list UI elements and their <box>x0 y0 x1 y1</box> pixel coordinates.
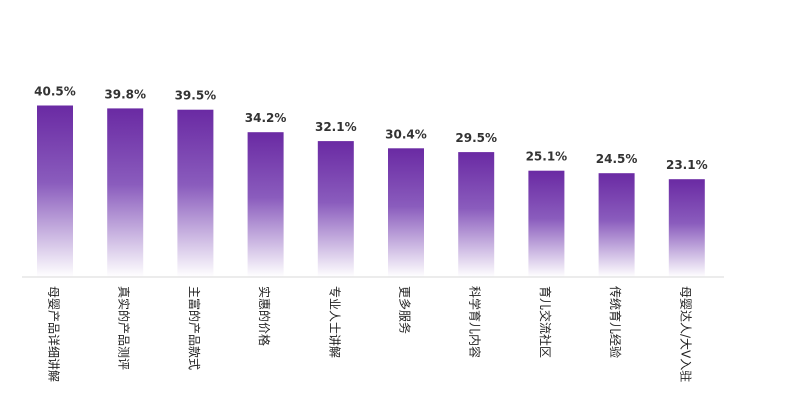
category-label-5: 更多服务 <box>398 286 413 334</box>
category-labels-group: 母婴产品详细讲解 真实的产品测评 主富的产品款式 实惠的价格 专业人士讲解 更多服务 科学育… <box>47 286 694 382</box>
category-label-7: 育儿交流社区 <box>538 286 553 358</box>
category-label-6: 科学育儿内容 <box>468 286 483 358</box>
bar-0 <box>37 105 73 277</box>
value-label-7: 25.1% <box>526 150 568 164</box>
bar-5 <box>388 148 424 277</box>
bar-3 <box>247 132 284 277</box>
bars-group <box>37 105 705 278</box>
category-label-9: 母婴达人/大V入驻 <box>678 286 693 382</box>
category-label-3: 实惠的价格 <box>257 286 272 346</box>
value-labels-group: 40.5% 39.8% 39.5% 34.2% 32.1% 30.4% 29.5% 25.1%… <box>34 85 707 173</box>
value-label-2: 39.5% <box>175 89 217 103</box>
category-label-0: 母婴产品详细讲解 <box>47 286 62 382</box>
value-label-4: 32.1% <box>315 120 357 134</box>
value-label-5: 30.4% <box>385 127 427 141</box>
bar-4 <box>317 141 354 277</box>
category-label-1: 真实的产品测评 <box>117 286 132 370</box>
value-label-6: 29.5% <box>455 131 497 145</box>
category-label-4: 专业人士讲解 <box>327 286 342 358</box>
value-label-3: 34.2% <box>245 111 287 125</box>
bar-8 <box>598 173 635 277</box>
category-label-8: 传统育儿经验 <box>608 286 623 358</box>
value-label-0: 40.5% <box>34 85 76 99</box>
bar-9 <box>668 179 705 277</box>
bar-1 <box>107 108 144 278</box>
bar-7 <box>528 170 565 277</box>
value-label-8: 24.5% <box>596 152 638 166</box>
value-label-1: 39.8% <box>104 87 146 101</box>
category-label-2: 主富的产品款式 <box>187 286 202 370</box>
bar-6 <box>458 152 495 277</box>
bar-2 <box>177 109 214 277</box>
value-label-9: 23.1% <box>666 158 708 172</box>
